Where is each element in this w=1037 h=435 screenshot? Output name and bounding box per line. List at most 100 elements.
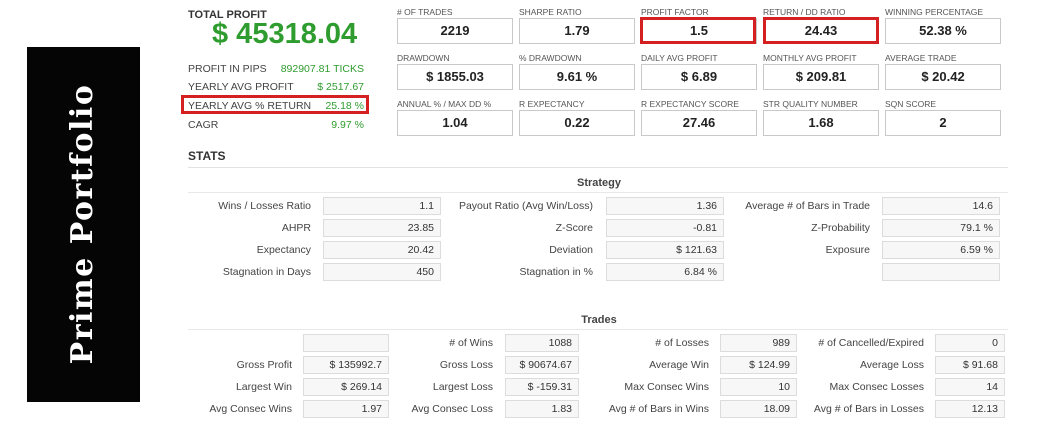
strategy-label: Deviation (549, 244, 593, 256)
trades-label: Avg # of Bars in Losses (813, 403, 924, 415)
yearly-avg-profit-value: $ 2517.67 (317, 81, 364, 93)
strategy-value: $ 121.63 (606, 241, 724, 259)
strategy-value (882, 263, 1000, 281)
metric-value-monthly-avg-profit: $ 209.81 (763, 64, 879, 90)
trades-label: Largest Loss (432, 381, 493, 393)
metric-label-drawdown: DRAWDOWN (397, 53, 450, 63)
strategy-divider (188, 192, 1008, 193)
metric-value-of-trades: 2219 (397, 18, 513, 44)
metric-label-str-quality-number: STR QUALITY NUMBER (763, 99, 858, 109)
trades-label: Avg Consec Loss (411, 403, 493, 415)
highlight-profit-factor (640, 17, 756, 44)
trades-value: $ -159.31 (505, 378, 579, 396)
trades-label: Gross Profit (236, 359, 292, 371)
strategy-label: Payout Ratio (Avg Win/Loss) (458, 200, 593, 212)
trades-value: $ 90674.67 (505, 356, 579, 374)
metric-value-str-quality-number: 1.68 (763, 110, 879, 136)
trades-label: Max Consec Wins (624, 381, 709, 393)
metric-value-winning-percentage: 52.38 % (885, 18, 1001, 44)
trades-label: Gross Loss (439, 359, 493, 371)
trades-label: Average Win (649, 359, 709, 371)
trades-value: 10 (720, 378, 797, 396)
trades-value: 12.13 (935, 400, 1005, 418)
metric-value-r-expectancy: 0.22 (519, 110, 635, 136)
metric-label-monthly-avg-profit: MONTHLY AVG PROFIT (763, 53, 857, 63)
trades-value: 1.83 (505, 400, 579, 418)
metric-value-drawdown: $ 1855.03 (397, 64, 513, 90)
trades-value: $ 124.99 (720, 356, 797, 374)
strategy-value: 1.36 (606, 197, 724, 215)
metric-label-r-expectancy: R EXPECTANCY (519, 99, 585, 109)
metric-label-sharpe-ratio: SHARPE RATIO (519, 7, 582, 17)
strategy-label: Expectancy (256, 244, 311, 256)
metric-label-daily-avg-profit: DAILY AVG PROFIT (641, 53, 718, 63)
total-profit-value: $ 45318.04 (212, 18, 358, 50)
strategy-value: 20.42 (323, 241, 441, 259)
strategy-label: Z-Score (555, 222, 593, 234)
trades-label: Largest Win (235, 381, 292, 393)
strategy-section-title: Strategy (576, 177, 622, 189)
highlight-yearly-avg-return (181, 95, 369, 114)
metric-label-average-trade: AVERAGE TRADE (885, 53, 957, 63)
trades-value: 18.09 (720, 400, 797, 418)
metric-label-winning-percentage: WINNING PERCENTAGE (885, 7, 984, 17)
trades-value: 1088 (505, 334, 579, 352)
metric-value-r-expectancy-score: 27.46 (641, 110, 757, 136)
metric-value-annual-max-dd: 1.04 (397, 110, 513, 136)
trades-divider (188, 329, 1008, 330)
highlight-return-dd-ratio (763, 17, 879, 44)
metric-label-annual-max-dd: ANNUAL % / MAX DD % (397, 99, 492, 109)
trades-value: $ 269.14 (303, 378, 389, 396)
metric-label-drawdown: % DRAWDOWN (519, 53, 582, 63)
trades-label: # of Cancelled/Expired (818, 337, 924, 349)
strategy-value: 1.1 (323, 197, 441, 215)
trades-section-title: Trades (581, 314, 617, 326)
strategy-value: 450 (323, 263, 441, 281)
strategy-label: Average # of Bars in Trade (745, 200, 870, 212)
trades-value: 0 (935, 334, 1005, 352)
trades-label: Average Loss (859, 359, 924, 371)
metric-label-of-trades: # OF TRADES (397, 7, 453, 17)
cagr-label: CAGR (188, 119, 219, 131)
strategy-value: 6.59 % (882, 241, 1000, 259)
trades-label: # of Losses (655, 337, 709, 349)
metric-label-r-expectancy-score: R EXPECTANCY SCORE (641, 99, 739, 109)
metric-value-drawdown: 9.61 % (519, 64, 635, 90)
trades-value: 989 (720, 334, 797, 352)
trades-value: 1.97 (303, 400, 389, 418)
yearly-avg-profit-label: YEARLY AVG PROFIT (188, 81, 294, 93)
metric-value-sharpe-ratio: 1.79 (519, 18, 635, 44)
trades-label: # of Wins (449, 337, 493, 349)
strategy-value: 6.84 % (606, 263, 724, 281)
metric-value-daily-avg-profit: $ 6.89 (641, 64, 757, 90)
metric-label-return-dd-ratio: RETURN / DD RATIO (763, 7, 846, 17)
strategy-value: 14.6 (882, 197, 1000, 215)
yearly-avg-return-label: YEARLY AVG % RETURN (188, 100, 312, 112)
strategy-value: -0.81 (606, 219, 724, 237)
trades-value: $ 135992.7 (303, 356, 389, 374)
strategy-label: Stagnation in % (519, 266, 593, 278)
strategy-label: Stagnation in Days (222, 266, 311, 278)
profit-in-pips-label: PROFIT IN PIPS (188, 63, 267, 75)
trades-label: Max Consec Losses (829, 381, 924, 393)
trades-label: Avg # of Bars in Wins (608, 403, 709, 415)
stats-title: STATS (188, 149, 226, 163)
strategy-label: Wins / Losses Ratio (218, 200, 311, 212)
trades-label: Avg Consec Wins (209, 403, 292, 415)
metric-label-sqn-score: SQN SCORE (885, 99, 937, 109)
yearly-avg-return-value: 25.18 % (325, 100, 364, 112)
trades-value: 14 (935, 378, 1005, 396)
trades-value (303, 334, 389, 352)
total-profit-label: TOTAL PROFIT (188, 9, 267, 21)
stats-divider (188, 167, 1008, 168)
cagr-value: 9.97 % (331, 119, 364, 131)
strategy-value: 79.1 % (882, 219, 1000, 237)
metric-value-average-trade: $ 20.42 (885, 64, 1001, 90)
strategy-label: Exposure (825, 244, 870, 256)
strategy-label: AHPR (281, 222, 311, 234)
strategy-label: Z-Probability (811, 222, 870, 234)
strategy-value: 23.85 (323, 219, 441, 237)
metric-label-profit-factor: PROFIT FACTOR (641, 7, 709, 17)
profit-in-pips-value: 892907.81 TICKS (280, 63, 364, 75)
metric-value-sqn-score: 2 (885, 110, 1001, 136)
